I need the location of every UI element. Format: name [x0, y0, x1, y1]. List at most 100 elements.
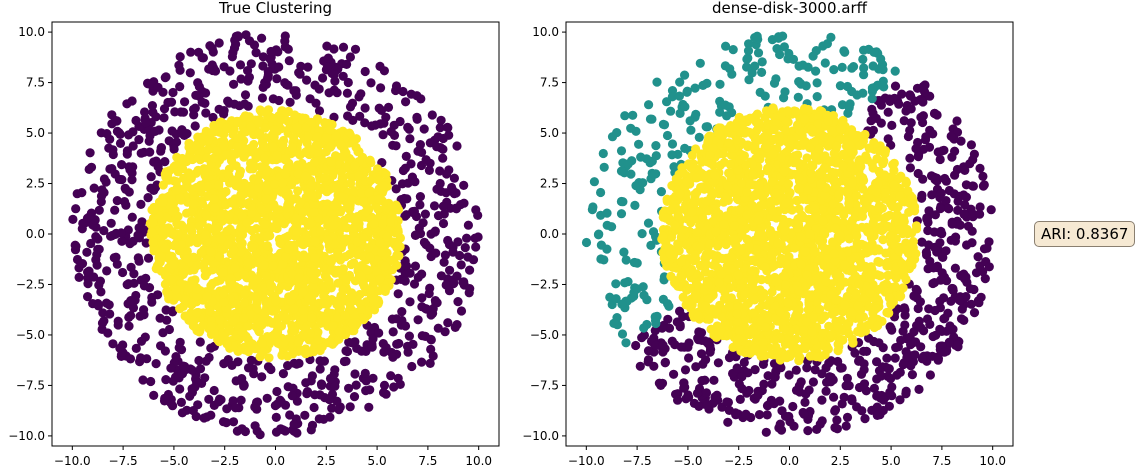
data-point-cluster-0	[314, 106, 325, 116]
data-point-cluster-1	[300, 171, 310, 181]
data-point-cluster-1	[164, 166, 174, 176]
data-point-cluster-0	[896, 335, 906, 345]
data-point-cluster-1	[837, 62, 847, 72]
data-point-cluster-1	[694, 132, 704, 142]
data-point-cluster-0	[458, 277, 468, 287]
data-point-cluster-1	[607, 222, 617, 232]
data-point-cluster-1	[286, 180, 297, 190]
data-point-cluster-0	[283, 80, 293, 90]
data-point-cluster-0	[946, 296, 956, 306]
data-point-cluster-0	[433, 323, 443, 333]
data-point-cluster-0	[954, 295, 964, 305]
data-point-cluster-0	[94, 205, 104, 215]
data-point-cluster-0	[229, 79, 239, 89]
data-point-cluster-0	[438, 133, 448, 144]
data-point-cluster-0	[398, 165, 408, 176]
data-point-cluster-1	[196, 247, 206, 258]
data-point-cluster-0	[944, 337, 954, 347]
data-point-cluster-0	[112, 196, 122, 206]
data-point-cluster-0	[327, 403, 337, 413]
data-point-cluster-0	[741, 409, 751, 419]
data-point-cluster-1	[217, 191, 227, 201]
y-tick-label: −7.5	[16, 378, 45, 392]
data-point-cluster-1	[307, 180, 317, 190]
data-point-cluster-0	[230, 403, 241, 413]
data-point-cluster-1	[247, 208, 257, 218]
data-point-cluster-1	[757, 57, 767, 67]
data-point-cluster-0	[683, 390, 693, 400]
data-point-cluster-0	[956, 136, 966, 146]
data-point-cluster-0	[395, 379, 405, 389]
data-point-cluster-1	[651, 141, 661, 151]
data-point-cluster-0	[776, 363, 786, 373]
data-point-cluster-1	[395, 242, 405, 252]
chart-panel-dense-disk: −10.0 −7.5 −5.0 −2.5 0.0 2.5 5.0 7.5 10.0−10.0−7…	[522, 0, 1014, 468]
data-point-cluster-0	[236, 395, 246, 405]
data-point-cluster-1	[237, 191, 247, 201]
data-point-cluster-1	[725, 64, 735, 74]
data-point-cluster-0	[400, 321, 411, 331]
data-point-cluster-0	[129, 278, 139, 288]
data-point-cluster-0	[125, 239, 135, 249]
data-point-cluster-0	[228, 396, 238, 406]
data-point-cluster-1	[599, 162, 609, 172]
data-point-cluster-1	[271, 296, 281, 306]
data-point-cluster-1	[337, 152, 347, 162]
data-point-cluster-1	[742, 62, 752, 72]
data-point-cluster-1	[587, 205, 598, 215]
data-point-cluster-1	[336, 167, 346, 177]
data-point-cluster-0	[289, 86, 299, 96]
data-point-cluster-1	[236, 239, 246, 249]
data-point-cluster-0	[413, 315, 423, 325]
data-point-cluster-0	[404, 331, 414, 341]
data-point-cluster-1	[276, 321, 287, 331]
data-point-cluster-0	[439, 257, 449, 267]
data-point-cluster-0	[882, 353, 892, 363]
data-point-cluster-1	[680, 102, 690, 112]
data-point-cluster-1	[179, 184, 189, 194]
data-point-cluster-0	[379, 118, 389, 128]
data-point-cluster-1	[382, 232, 392, 242]
data-point-cluster-0	[432, 142, 442, 152]
data-point-cluster-0	[410, 261, 420, 271]
data-point-cluster-1	[858, 54, 868, 64]
data-point-cluster-0	[285, 410, 295, 420]
data-point-cluster-1	[290, 110, 300, 120]
data-point-cluster-0	[905, 163, 916, 173]
data-point-cluster-1	[320, 118, 330, 128]
data-point-cluster-1	[309, 253, 320, 263]
data-point-cluster-0	[643, 346, 654, 356]
data-point-cluster-1	[200, 258, 210, 268]
y-tick-label: −5.0	[16, 328, 45, 342]
data-point-cluster-0	[723, 397, 734, 407]
data-point-cluster-0	[908, 357, 919, 367]
data-point-cluster-0	[334, 405, 344, 415]
data-point-cluster-0	[952, 164, 963, 175]
data-point-cluster-0	[876, 371, 886, 381]
data-point-cluster-0	[935, 204, 946, 214]
data-point-cluster-0	[86, 238, 96, 249]
data-point-cluster-0	[274, 95, 284, 106]
data-point-cluster-1	[617, 299, 627, 309]
data-point-cluster-1	[270, 329, 280, 339]
data-point-cluster-0	[314, 414, 324, 424]
data-point-cluster-0	[410, 230, 421, 240]
data-point-cluster-1	[581, 237, 592, 248]
data-point-cluster-1	[393, 205, 404, 215]
data-point-cluster-0	[375, 61, 385, 71]
data-point-cluster-0	[329, 112, 339, 122]
data-point-cluster-0	[453, 297, 463, 307]
data-point-cluster-0	[664, 323, 675, 333]
data-point-cluster-0	[200, 373, 210, 383]
data-point-cluster-1	[750, 61, 760, 71]
data-point-cluster-0	[890, 353, 900, 363]
data-point-cluster-1	[175, 193, 185, 203]
data-point-cluster-0	[306, 425, 316, 435]
data-point-cluster-0	[195, 364, 206, 374]
data-point-cluster-0	[739, 357, 749, 368]
data-point-cluster-1	[393, 251, 404, 261]
data-point-cluster-0	[110, 115, 120, 126]
data-point-cluster-1	[222, 339, 232, 349]
data-point-cluster-0	[128, 162, 138, 172]
data-point-cluster-0	[906, 118, 916, 128]
